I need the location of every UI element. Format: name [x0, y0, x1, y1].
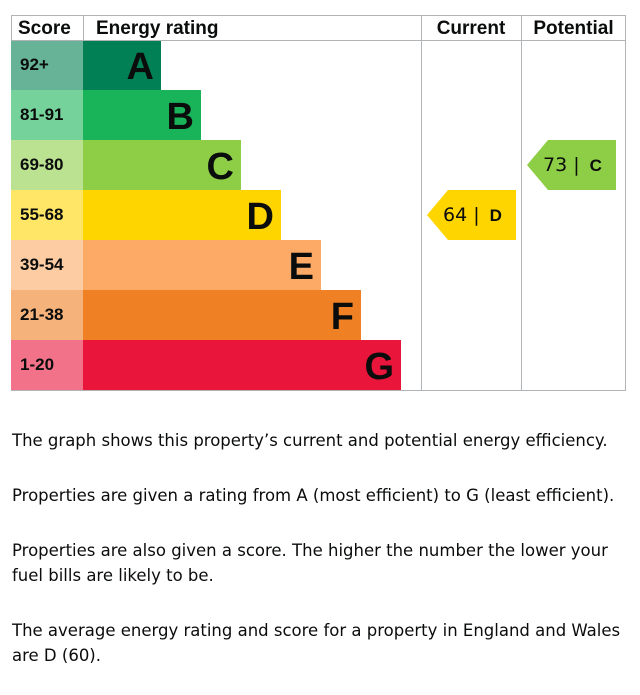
header-score: Score: [18, 18, 71, 39]
score-cell-c: [11, 140, 83, 190]
header-current: Current: [437, 18, 506, 39]
rating-bar-d: [83, 190, 281, 240]
score-range-b: 81-91: [20, 105, 63, 124]
bands-layer: 92+ A 81-91 B 69-80 C 55-68 D 39-54 E 21-38 F 1-20 G: [11, 40, 401, 390]
score-cell-b: [11, 90, 83, 140]
description-score: Properties are also given a score. The h…: [12, 541, 608, 585]
rating-letter-c: C: [207, 146, 234, 188]
current-score-value: 64 |: [443, 204, 486, 226]
description-average: The average energy rating and score for …: [12, 621, 621, 665]
score-cell-e: [11, 240, 83, 290]
rating-bar-a: [83, 40, 161, 90]
rating-letter-a: A: [127, 46, 154, 88]
score-range-a: 92+: [20, 55, 49, 74]
rating-letter-e: E: [289, 246, 314, 288]
headers-layer: Score Energy rating Current Potential: [18, 18, 614, 39]
description-graph: The graph shows this property’s current …: [12, 431, 608, 450]
current-score-label: 64 | D: [443, 204, 502, 226]
header-energy-rating: Energy rating: [96, 18, 218, 39]
rating-letter-b: B: [167, 96, 194, 138]
score-cell-d: [11, 190, 83, 240]
arrows-layer: 64 | D 73 | C: [427, 140, 616, 240]
potential-rating-letter: C: [590, 156, 602, 175]
rating-letter-d: D: [247, 196, 274, 238]
description-rating-range: Properties are given a rating from A (mo…: [12, 486, 615, 505]
score-range-c: 69-80: [20, 155, 63, 174]
rating-letter-g: G: [364, 346, 394, 388]
score-range-e: 39-54: [20, 255, 64, 274]
score-cell-a: [11, 40, 83, 90]
rating-bar-b: [83, 90, 201, 140]
energy-rating-chart: 92+ A81-91 B69-80 C55-68 D39-54 E21-38 F1-20 G …: [11, 15, 626, 391]
rating-bar-f: [83, 290, 361, 340]
current-arrow: [427, 190, 516, 240]
score-range-f: 21-38: [20, 305, 63, 324]
rating-bar-c: [83, 140, 241, 190]
current-rating-letter: D: [490, 206, 502, 225]
rating-letter-f: F: [331, 296, 354, 338]
score-range-g: 1-20: [20, 355, 54, 374]
score-range-d: 55-68: [20, 205, 63, 224]
rating-bar-e: [83, 240, 321, 290]
potential-score-label: 73 | C: [543, 154, 602, 176]
potential-score-value: 73 |: [543, 154, 586, 176]
score-cell-g: [11, 340, 83, 390]
rating-bar-g: [83, 340, 401, 390]
header-potential: Potential: [533, 18, 613, 39]
score-cell-f: [11, 290, 83, 340]
grid-layer: [11, 15, 626, 391]
potential-arrow: [527, 140, 616, 190]
